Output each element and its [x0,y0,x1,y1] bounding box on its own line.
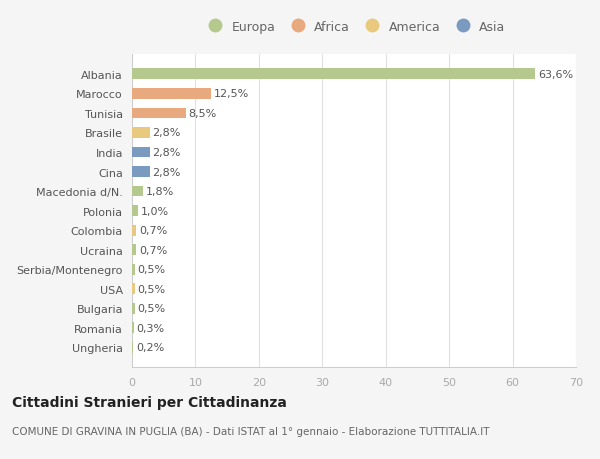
Text: 8,5%: 8,5% [188,109,217,118]
Text: 0,7%: 0,7% [139,245,167,255]
Text: 2,8%: 2,8% [152,148,181,157]
Bar [132,147,150,158]
Bar [132,323,134,334]
Text: 0,5%: 0,5% [138,304,166,313]
Legend: Europa, Africa, America, Asia: Europa, Africa, America, Asia [203,21,505,34]
Text: 1,8%: 1,8% [146,187,174,196]
Text: 63,6%: 63,6% [538,70,573,79]
Text: COMUNE DI GRAVINA IN PUGLIA (BA) - Dati ISTAT al 1° gennaio - Elaborazione TUTTI: COMUNE DI GRAVINA IN PUGLIA (BA) - Dati … [12,426,490,436]
Text: 0,5%: 0,5% [138,265,166,274]
Bar [132,128,150,139]
Bar [132,69,535,80]
Bar [132,108,186,119]
Bar [132,264,135,275]
Text: 0,2%: 0,2% [136,343,164,353]
Text: Cittadini Stranieri per Cittadinanza: Cittadini Stranieri per Cittadinanza [12,395,287,409]
Bar [132,245,136,256]
Bar [132,186,143,197]
Text: 0,7%: 0,7% [139,226,167,235]
Text: 2,8%: 2,8% [152,167,181,177]
Bar [132,303,135,314]
Text: 0,3%: 0,3% [136,323,164,333]
Text: 12,5%: 12,5% [214,89,249,99]
Bar [132,342,133,353]
Bar [132,225,136,236]
Bar [132,167,150,178]
Text: 0,5%: 0,5% [138,284,166,294]
Text: 2,8%: 2,8% [152,128,181,138]
Bar [132,206,139,217]
Text: 1,0%: 1,0% [141,206,169,216]
Bar [132,284,135,295]
Bar [132,89,211,100]
